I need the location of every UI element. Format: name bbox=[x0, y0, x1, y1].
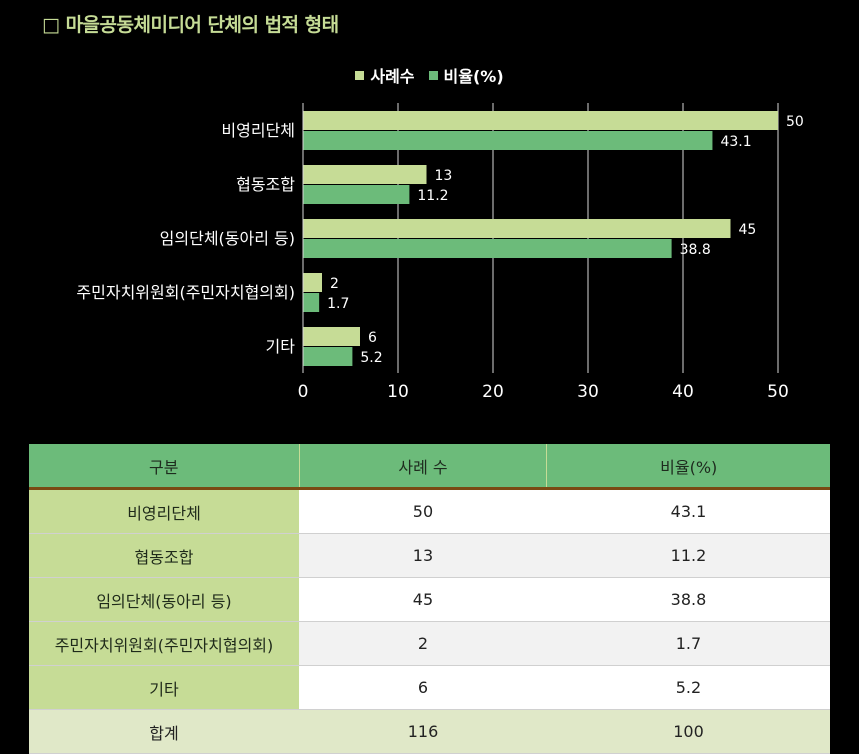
legend-item-series2: 비율(%) bbox=[428, 63, 504, 87]
chart-legend: 사례수 비율(%) bbox=[0, 63, 859, 87]
category-label: 협동조합 bbox=[236, 175, 295, 194]
data-label-count: 45 bbox=[739, 222, 757, 238]
x-tick-label: 10 bbox=[387, 382, 409, 402]
data-label-ratio: 11.2 bbox=[417, 188, 448, 204]
row-ratio: 1.7 bbox=[546, 621, 830, 666]
header-category: 구분 bbox=[29, 444, 300, 490]
x-tick-label: 20 bbox=[482, 382, 504, 402]
category-label: 기타 bbox=[266, 337, 296, 356]
header-ratio: 비율(%) bbox=[546, 444, 830, 490]
bar-ratio bbox=[303, 347, 353, 366]
bar-ratio bbox=[303, 293, 320, 312]
bar-count bbox=[303, 165, 427, 184]
category-label: 주민자치위원회(주민자치협의회) bbox=[76, 283, 295, 302]
bar-count bbox=[303, 273, 322, 292]
data-label-ratio: 1.7 bbox=[327, 296, 349, 312]
table-row: 기타 6 5.2 bbox=[29, 665, 830, 710]
data-label-count: 50 bbox=[786, 114, 804, 130]
row-count: 13 bbox=[299, 533, 547, 578]
table-row: 주민자치위원회(주민자치협의회) 2 1.7 bbox=[29, 621, 830, 666]
total-ratio: 100 bbox=[546, 709, 830, 754]
table-row: 비영리단체 50 43.1 bbox=[29, 488, 830, 534]
x-tick-label: 50 bbox=[767, 382, 789, 402]
row-count: 50 bbox=[299, 488, 547, 534]
row-category: 주민자치위원회(주민자치협의회) bbox=[29, 621, 299, 666]
row-ratio: 5.2 bbox=[546, 665, 830, 710]
bar-ratio bbox=[303, 239, 672, 258]
row-category: 비영리단체 bbox=[29, 488, 299, 534]
category-label: 임의단체(동아리 등) bbox=[160, 229, 295, 248]
row-ratio: 38.8 bbox=[546, 577, 830, 622]
row-ratio: 11.2 bbox=[546, 533, 830, 578]
header-count: 사례 수 bbox=[299, 444, 548, 490]
bar-ratio bbox=[303, 131, 713, 150]
data-label-ratio: 5.2 bbox=[360, 350, 382, 366]
bar-chart: 50 43.1 비영리단체 13 11.2 협동조합 45 38.8 임의단체(동아리 등) 2 1… bbox=[76, 103, 804, 402]
row-count: 45 bbox=[299, 577, 547, 622]
total-label: 합계 bbox=[29, 709, 299, 754]
data-label-count: 13 bbox=[435, 168, 453, 184]
legend-item-series1: 사례수 bbox=[355, 63, 415, 87]
bar-count bbox=[303, 327, 360, 346]
bar-ratio bbox=[303, 185, 410, 204]
legend-swatch-series2 bbox=[428, 70, 438, 80]
row-ratio: 43.1 bbox=[546, 488, 830, 534]
legend-label-series2: 비율(%) bbox=[443, 67, 504, 86]
category-label: 비영리단체 bbox=[221, 121, 295, 140]
total-count: 116 bbox=[299, 709, 547, 754]
bar-count bbox=[303, 219, 731, 238]
x-tick-label: 40 bbox=[672, 382, 694, 402]
data-label-count: 2 bbox=[330, 276, 339, 292]
data-label-ratio: 38.8 bbox=[680, 242, 711, 258]
legend-swatch-series1 bbox=[355, 70, 365, 80]
row-category: 기타 bbox=[29, 665, 299, 710]
x-tick-label: 0 bbox=[298, 382, 309, 402]
table-row: 협동조합 13 11.2 bbox=[29, 533, 830, 578]
data-label-count: 6 bbox=[368, 330, 377, 346]
table-header-row: 구분 사례 수 비율(%) bbox=[29, 444, 830, 490]
x-tick-label: 30 bbox=[577, 382, 599, 402]
data-table: 구분 사례 수 비율(%) 비영리단체 50 43.1 협동조합 13 11.2… bbox=[29, 444, 830, 754]
table-row: 임의단체(동아리 등) 45 38.8 bbox=[29, 577, 830, 622]
legend-label-series1: 사례수 bbox=[370, 67, 415, 86]
table-total-row: 합계 116 100 bbox=[29, 709, 830, 754]
row-category: 협동조합 bbox=[29, 533, 299, 578]
data-label-ratio: 43.1 bbox=[720, 134, 751, 150]
row-count: 2 bbox=[299, 621, 547, 666]
row-count: 6 bbox=[299, 665, 547, 710]
bar-count bbox=[303, 111, 778, 130]
chart-title: □ 마을공동체미디어 단체의 법적 형태 bbox=[42, 14, 339, 36]
row-category: 임의단체(동아리 등) bbox=[29, 577, 299, 622]
